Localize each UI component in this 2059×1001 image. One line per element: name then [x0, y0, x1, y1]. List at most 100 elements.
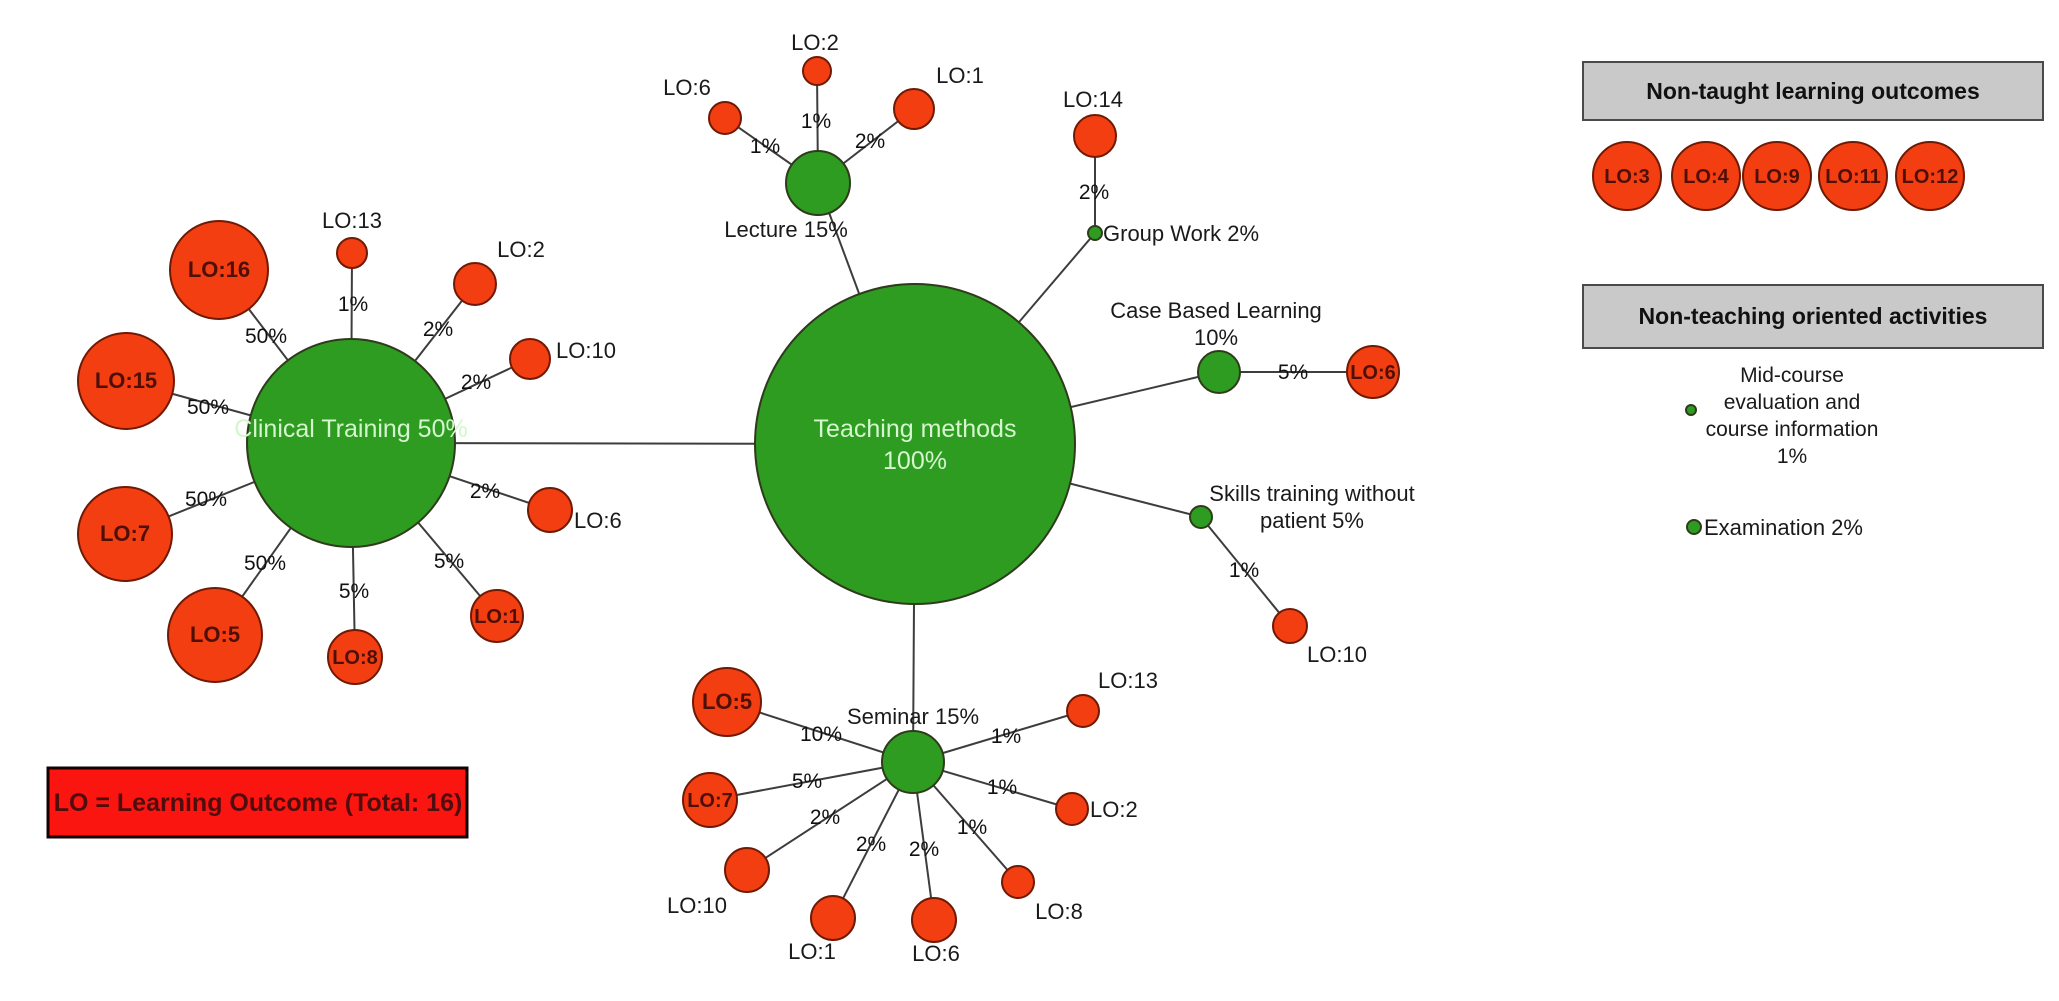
clinical-lo13-pct: 1%: [338, 293, 368, 316]
legend: LO = Learning Outcome (Total: 16): [46, 766, 469, 839]
node-clinical-lo6: [527, 487, 573, 533]
node-clinical-lo8: [327, 629, 383, 685]
node-nontaught-lo12: [1895, 141, 1965, 211]
node-clinical-lo15: [77, 332, 175, 430]
clinical-training-label: Clinical Training 50%: [234, 415, 467, 443]
seminar-lo5-label: LO:5: [702, 689, 752, 714]
clinical-lo13-label: LO:13: [322, 208, 382, 233]
seminar-lo6-label: LO:6: [912, 941, 960, 966]
groupwork-lo14-label: LO:14: [1063, 87, 1123, 112]
node-seminar-lo1: [810, 895, 856, 941]
skills-label-line2: patient 5%: [1260, 508, 1364, 533]
non-taught-header-label: Non-taught learning outcomes: [1646, 78, 1980, 104]
group-work-label: Group Work 2%: [1103, 221, 1259, 246]
lecture-cluster-labels: LO:6 1% LO:2 1% LO:1 2%: [663, 30, 984, 158]
clinical-lo1-label: LO:1: [474, 606, 520, 628]
casebased-lo6-label: LO:6: [1350, 362, 1396, 384]
clinical-lo5-label: LO:5: [190, 622, 240, 647]
lecture-lo6-label: LO:6: [663, 75, 711, 100]
node-clinical-training: [246, 338, 456, 548]
skills-lo10-label: LO:10: [1307, 642, 1367, 667]
lecture-lo6-pct: 1%: [750, 135, 780, 158]
seminar-lo10-pct: 2%: [810, 806, 840, 829]
clinical-lo10-label: LO:10: [556, 338, 616, 363]
clinical-lo2-label: LO:2: [497, 237, 545, 262]
node-labels: Teaching methods 100% Clinical Training …: [234, 217, 1414, 729]
node-seminar-lo6: [911, 897, 957, 943]
seminar-label: Seminar 15%: [847, 704, 979, 729]
node-seminar: [881, 730, 945, 794]
edge-seminar-lo7: [709, 761, 914, 801]
seminar-lo8-label: LO:8: [1035, 899, 1083, 924]
node-skills-lo10: [1272, 608, 1308, 644]
node-group-work: [1087, 225, 1103, 241]
seminar-lo2-pct: 1%: [987, 776, 1017, 799]
node-seminar-lo5: [692, 667, 762, 737]
node-skills-training: [1189, 505, 1213, 529]
nontaught-lo3-label: LO:3: [1604, 166, 1650, 188]
lecture-label: Lecture 15%: [724, 217, 848, 242]
node-case-based-learning: [1197, 350, 1241, 394]
node-nontaught-lo3: [1592, 141, 1662, 211]
node-seminar-lo2: [1055, 792, 1089, 826]
teaching-methods-label-line1: Teaching methods: [814, 415, 1017, 443]
non-taught-header-box: [1582, 61, 2044, 121]
satellite-cluster-labels: LO:14 2% LO:6 5% LO:10 1%: [1063, 87, 1396, 667]
clinical-lo5-pct: 50%: [244, 552, 286, 575]
node-clinical-lo1: [470, 589, 524, 643]
seminar-lo1-pct: 2%: [856, 833, 886, 856]
seminar-lo10-label: LO:10: [667, 893, 727, 918]
node-clinical-lo2: [453, 262, 497, 306]
lecture-lo2-pct: 1%: [801, 110, 831, 133]
nontaught-lo4-label: LO:4: [1683, 166, 1729, 188]
node-clinical-lo10: [509, 338, 551, 380]
nontaught-lo11-label: LO:11: [1825, 166, 1881, 188]
node-seminar-lo8: [1001, 865, 1035, 899]
node-clinical-lo13: [336, 237, 368, 269]
node-nontaught-lo9: [1742, 141, 1812, 211]
node-lecture-lo2: [802, 56, 832, 86]
clinical-lo6-label: LO:6: [574, 508, 622, 533]
seminar-lo8-pct: 1%: [957, 816, 987, 839]
skills-lo10-pct: 1%: [1229, 559, 1259, 582]
casebased-lo6-pct: 5%: [1278, 361, 1308, 384]
non-taught-panel: Non-taught learning outcomes LO:3 LO:4 L…: [1582, 61, 2044, 211]
seminar-lo7-pct: 5%: [792, 770, 822, 793]
case-based-label-line1: Case Based Learning: [1110, 298, 1322, 323]
teaching-methods-label-line2: 100%: [883, 447, 947, 475]
clinical-lo15-pct: 50%: [187, 396, 229, 419]
midcourse-label-line2: evaluation and: [1724, 391, 1861, 414]
edge-seminar-lo10: [746, 761, 914, 871]
clinical-lo8-label: LO:8: [332, 647, 378, 669]
groupwork-lo14-pct: 2%: [1079, 181, 1109, 204]
seminar-lo6-pct: 2%: [909, 838, 939, 861]
seminar-lo5-pct: 10%: [800, 723, 842, 746]
nontaught-lo12-label: LO:12: [1902, 166, 1959, 188]
node-clinical-lo5: [167, 587, 263, 683]
midcourse-label-line4: 1%: [1777, 445, 1807, 468]
node-lecture: [785, 150, 851, 216]
node-midcourse-dot: [1685, 404, 1697, 416]
clinical-cluster-labels: LO:16 50% LO:13 1% LO:2 2% LO:10 2% LO:1…: [95, 208, 622, 669]
edge-skills-lo10: [1200, 516, 1291, 627]
node-groupwork-lo14: [1073, 114, 1117, 158]
node-casebased-lo6: [1346, 345, 1400, 399]
node-teaching-methods: [754, 283, 1076, 605]
midcourse-label-line1: Mid-course: [1740, 364, 1844, 387]
node-seminar-lo7: [682, 772, 738, 828]
node-lecture-lo1: [893, 88, 935, 130]
nontaught-lo9-label: LO:9: [1754, 166, 1800, 188]
skills-label-line1: Skills training without: [1209, 481, 1414, 506]
clinical-lo16-label: LO:16: [188, 257, 250, 282]
node-examination-dot: [1686, 519, 1702, 535]
node-seminar-lo10: [724, 847, 770, 893]
seminar-lo1-label: LO:1: [788, 939, 836, 964]
clinical-lo7-pct: 50%: [185, 488, 227, 511]
seminar-lo7-label: LO:7: [687, 790, 733, 812]
clinical-lo10-pct: 2%: [461, 371, 491, 394]
clinical-lo15-label: LO:15: [95, 368, 157, 393]
lecture-lo1-pct: 2%: [855, 130, 885, 153]
node-lecture-lo6: [708, 101, 742, 135]
examination-label: Examination 2%: [1704, 515, 1863, 540]
